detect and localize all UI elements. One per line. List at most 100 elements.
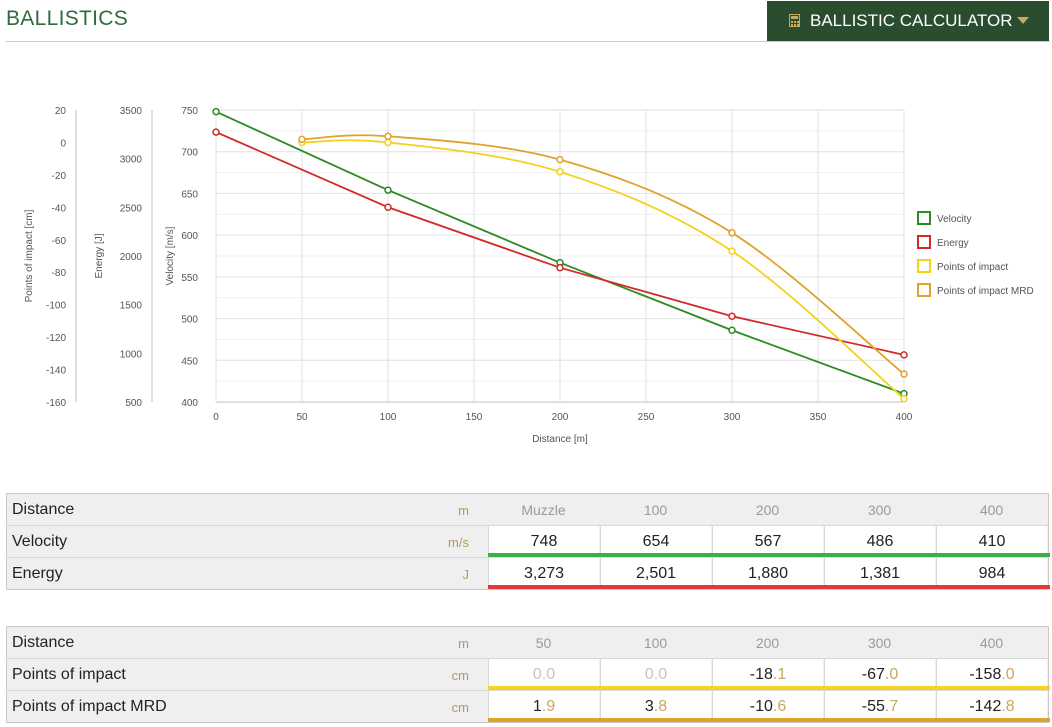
y-tick-label: 600: [181, 231, 198, 242]
table-cell: 3,273: [488, 558, 599, 589]
y-tick-label: 2500: [120, 203, 143, 214]
page-header: BALLISTICS BALLISTIC CALCULATOR: [0, 0, 1052, 42]
row-color-bar: [488, 585, 1050, 589]
y-tick-label: 400: [181, 398, 198, 409]
row-label: Distance: [12, 501, 75, 518]
distance-header-cell: 50: [535, 635, 552, 651]
y-tick-label: 3000: [120, 155, 143, 166]
y-tick-label: 500: [125, 398, 142, 409]
ballistic-calculator-label: BALLISTIC CALCULATOR: [810, 11, 1013, 30]
data-point: [212, 128, 220, 136]
x-tick-label: 400: [896, 412, 913, 423]
y-axis-label: Velocity [m/s]: [165, 226, 176, 285]
y-tick-label: 3500: [120, 106, 143, 117]
y-tick-label: 550: [181, 273, 198, 284]
x-tick-label: 200: [552, 412, 569, 423]
legend-label: Velocity: [937, 214, 971, 225]
y-tick-label: 650: [181, 189, 198, 200]
legend-swatch: [917, 283, 931, 297]
y-tick-label: 0: [60, 138, 66, 149]
legend-label: Energy: [937, 238, 969, 249]
distance-header-cell: 200: [755, 635, 780, 651]
data-point: [728, 326, 736, 335]
y-tick-label: -140: [46, 366, 66, 377]
table-cell: 3.8: [600, 691, 711, 722]
data-point: [556, 155, 564, 164]
table-cell: -10.6: [712, 691, 823, 722]
data-point: [384, 203, 392, 211]
table-cell: 748: [488, 526, 599, 557]
y-tick-label: 1000: [120, 349, 143, 360]
y-tick-label: 700: [181, 148, 198, 159]
row-unit: m: [458, 503, 469, 518]
legend-swatch: [917, 259, 931, 273]
x-tick-label: 100: [380, 412, 397, 423]
data-point: [728, 312, 736, 320]
page-title: BALLISTICS: [6, 7, 129, 30]
data-point: [728, 247, 736, 255]
table-row: Points of impact cm 0.0 0.0 -18.1 -67.0 -158.0: [7, 659, 1050, 691]
header-divider: [6, 41, 1050, 42]
table-cell: -55.7: [824, 691, 935, 722]
y-tick-label: 1500: [120, 301, 143, 312]
y-tick-label: 450: [181, 356, 198, 367]
table-cell: -18.1: [712, 659, 823, 690]
row-unit: cm: [451, 668, 469, 683]
x-axis-label: Distance [m]: [532, 434, 588, 445]
row-label: Velocity: [12, 533, 68, 550]
row-unit: m: [458, 636, 469, 651]
data-point: [384, 132, 392, 141]
table-cell: 410: [936, 526, 1047, 557]
row-color-bar: [488, 553, 1050, 557]
series-line: [301, 139, 905, 400]
row-label: Points of impact: [12, 666, 126, 683]
points-of-impact-table: Distance m 50 100 200 300 400 Points of impact c…: [6, 626, 1050, 723]
table-row: Energy J 3,273 2,501 1,880 1,381 984: [7, 558, 1050, 589]
table-row: Velocity m/s 748 654 567 486 410: [7, 526, 1050, 558]
table-cell: -158.0: [936, 659, 1047, 690]
table-cell: 1,381: [824, 558, 935, 589]
table2-header-row: Distance m 50 100 200 300 400: [7, 627, 1048, 659]
table-cell: 0.0: [488, 659, 599, 690]
data-point: [900, 395, 908, 403]
x-tick-label: 0: [213, 412, 219, 423]
ballistic-calculator-button[interactable]: BALLISTIC CALCULATOR: [767, 1, 1049, 41]
row-color-bar: [488, 718, 1050, 722]
data-point: [384, 138, 392, 147]
table-cell: 0.0: [600, 659, 711, 690]
x-tick-label: 250: [638, 412, 655, 423]
y-axis-label: Points of impact [cm]: [24, 209, 35, 302]
x-tick-label: 150: [466, 412, 483, 423]
y-axis-label: Energy [J]: [94, 233, 105, 278]
y-tick-label: 750: [181, 106, 198, 117]
legend-label: Points of impact MRD: [937, 286, 1034, 297]
table-row: Points of impact MRD cm 1.9 3.8 -10.6 -55.7 -1…: [7, 691, 1050, 722]
distance-header-cell: 400: [979, 502, 1004, 518]
y-tick-label: -120: [46, 333, 66, 344]
velocity-energy-table: Distance m Muzzle 100 200 300 400 Velocity m/s 74…: [6, 493, 1050, 590]
table-cell: 1,880: [712, 558, 823, 589]
y-tick-label: -40: [52, 203, 67, 214]
table-cell: 567: [712, 526, 823, 557]
distance-header-cell: 100: [643, 502, 668, 518]
row-unit: J: [462, 567, 470, 582]
table-cell: 654: [600, 526, 711, 557]
distance-header-cell: 300: [867, 635, 892, 651]
data-point: [900, 370, 908, 378]
table1-header-row: Distance m Muzzle 100 200 300 400: [7, 494, 1048, 526]
distance-header-cell: 200: [755, 502, 780, 518]
data-point: [212, 107, 220, 116]
legend-swatch: [917, 211, 931, 225]
y-tick-label: -20: [52, 171, 67, 182]
y-tick-label: -160: [46, 398, 66, 409]
table-cell: -142.8: [936, 691, 1047, 722]
table-cell: 486: [824, 526, 935, 557]
x-tick-label: 50: [296, 412, 308, 423]
y-tick-label: -100: [46, 301, 66, 312]
row-label: Energy: [12, 565, 63, 582]
calculator-icon: [789, 14, 800, 27]
row-color-bar: [488, 686, 1050, 690]
distance-header-cell: 400: [979, 635, 1004, 651]
y-tick-label: -60: [52, 236, 67, 247]
